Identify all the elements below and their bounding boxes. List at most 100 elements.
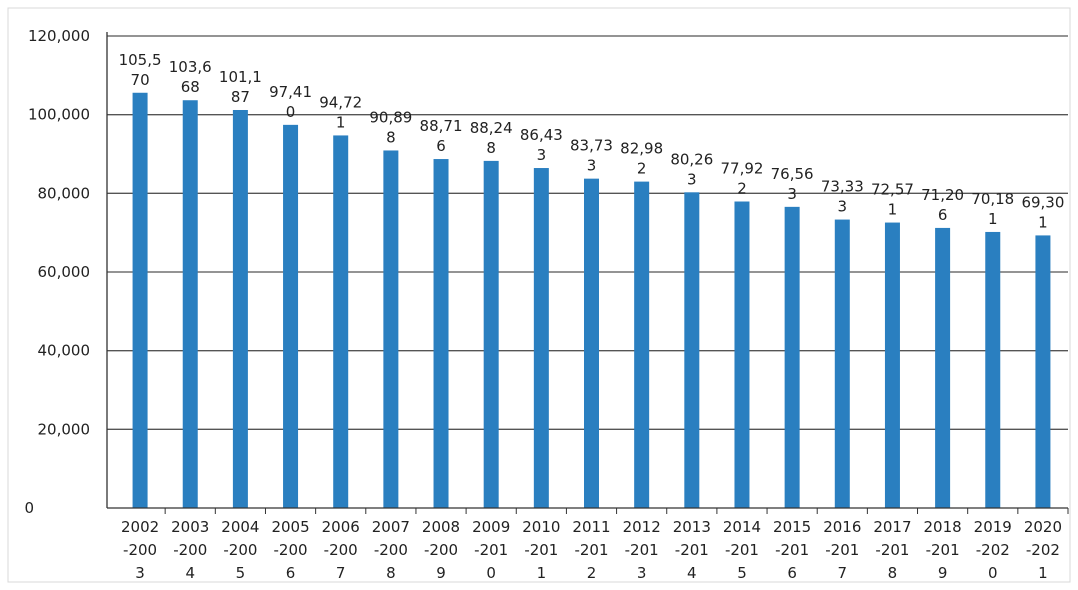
x-tick-label: 2019 — [974, 518, 1012, 536]
x-tick-label: 6 — [286, 564, 296, 582]
x-tick-label: 2014 — [723, 518, 761, 536]
bar — [333, 135, 349, 509]
chart-border — [7, 7, 1071, 583]
x-tick-label: 7 — [336, 564, 346, 582]
x-tick-label: -200 — [173, 541, 207, 559]
x-tick-label: 5 — [236, 564, 246, 582]
bar — [884, 222, 900, 508]
data-label: 103,6 — [169, 58, 212, 76]
x-tick-label: -200 — [324, 541, 358, 559]
data-label: 94,72 — [319, 93, 362, 111]
bar — [985, 231, 1001, 509]
data-label: 82,98 — [620, 140, 663, 158]
x-tick-label: 2008 — [422, 518, 460, 536]
bar — [584, 178, 599, 508]
data-label: 3 — [537, 146, 547, 164]
x-tick-label: -201 — [875, 541, 909, 559]
x-tick-label: 3 — [135, 564, 145, 582]
bar — [935, 227, 951, 508]
data-label: 2 — [637, 160, 647, 178]
data-label: 1 — [336, 113, 346, 131]
x-tick-label: -200 — [123, 541, 157, 559]
bar — [232, 109, 248, 508]
x-tick-label: -200 — [424, 541, 458, 559]
data-label: 97,41 — [269, 83, 312, 101]
y-tick-label: 80,000 — [38, 184, 91, 202]
bar — [483, 160, 499, 508]
x-tick-label: -202 — [976, 541, 1010, 559]
bar — [283, 124, 299, 508]
data-label: 71,20 — [921, 186, 964, 204]
data-label: 1 — [888, 201, 898, 219]
x-tick-label: 4 — [185, 564, 195, 582]
y-tick-label: 120,000 — [28, 27, 90, 45]
bar — [1035, 235, 1051, 508]
data-label: 101,1 — [219, 68, 262, 86]
x-tick-label: 4 — [687, 564, 697, 582]
x-tick-label: 5 — [737, 564, 747, 582]
y-axis-ticks: 0 20,000 40,000 60,000 80,000 100,000 120,000 — [24, 27, 90, 517]
data-label: 88,24 — [470, 119, 513, 137]
x-axis-ticks: 2002 -200 3 2003 -200 4 2004 -200 5 2 0 0 5 -200 6 2006… — [121, 518, 1062, 582]
data-label: 1 — [988, 210, 998, 228]
x-tick-label: -201 — [926, 541, 960, 559]
x-tick-label: 9 — [436, 564, 446, 582]
data-label: 86,43 — [520, 126, 563, 144]
data-label: 3 — [838, 198, 848, 216]
bar — [784, 206, 800, 508]
data-label: 3 — [687, 170, 697, 188]
x-tick-label: 2002 — [121, 518, 159, 536]
x-tick-label: 8 — [888, 564, 898, 582]
data-label: 72,57 — [871, 181, 914, 199]
data-label: 83,73 — [570, 137, 613, 155]
x-tick-label: 0 — [486, 564, 496, 582]
x-tick-label: 3 — [637, 564, 647, 582]
bar — [132, 92, 148, 509]
y-tick-label: 0 — [24, 499, 34, 517]
x-tick-label: 2015 — [773, 518, 811, 536]
data-label: 68 — [181, 78, 200, 96]
x-tick-label: -200 — [223, 541, 257, 559]
bar — [834, 219, 850, 508]
data-label: 90,89 — [369, 108, 412, 126]
x-tick-label: -200 — [374, 541, 408, 559]
y-tick-label: 40,000 — [38, 342, 91, 360]
x-tick-label: 2010 — [522, 518, 560, 536]
x-tick-label: 2004 — [221, 518, 259, 536]
bar — [634, 181, 650, 508]
data-label: 80,26 — [670, 150, 713, 168]
x-tick-label: 1 — [1038, 564, 1048, 582]
x-tick-label: 2018 — [924, 518, 962, 536]
x-tick-label: 2016 — [823, 518, 861, 536]
y-tick-label: 20,000 — [38, 420, 91, 438]
x-tick-label: -200 — [274, 541, 308, 559]
data-label: 70 — [131, 71, 150, 89]
x-tick-label: 2006 — [322, 518, 360, 536]
x-tick-label: -201 — [775, 541, 809, 559]
x-tick-label: 2012 — [623, 518, 661, 536]
data-label: 87 — [231, 88, 250, 106]
x-tick-label: -201 — [675, 541, 709, 559]
x-tick-label: -201 — [725, 541, 759, 559]
bar — [182, 100, 198, 508]
data-label: 88,71 — [420, 117, 463, 135]
x-tick-label: 0 — [988, 564, 998, 582]
bar — [684, 192, 700, 508]
x-tick-label: 2003 — [171, 518, 209, 536]
x-tick-label: 2013 — [673, 518, 711, 536]
x-tick-label: 2 — [587, 564, 597, 582]
x-tick-label: -201 — [474, 541, 508, 559]
data-label: 6 — [436, 137, 446, 155]
data-label: 2 — [737, 180, 747, 198]
bar — [383, 150, 399, 508]
x-tick-label: -202 — [1026, 541, 1060, 559]
x-tick-label: -201 — [825, 541, 859, 559]
x-tick-label: 9 — [938, 564, 948, 582]
data-label: 6 — [938, 206, 948, 224]
x-tick-label: 2009 — [472, 518, 510, 536]
axes — [106, 32, 1069, 514]
bar — [734, 201, 750, 508]
